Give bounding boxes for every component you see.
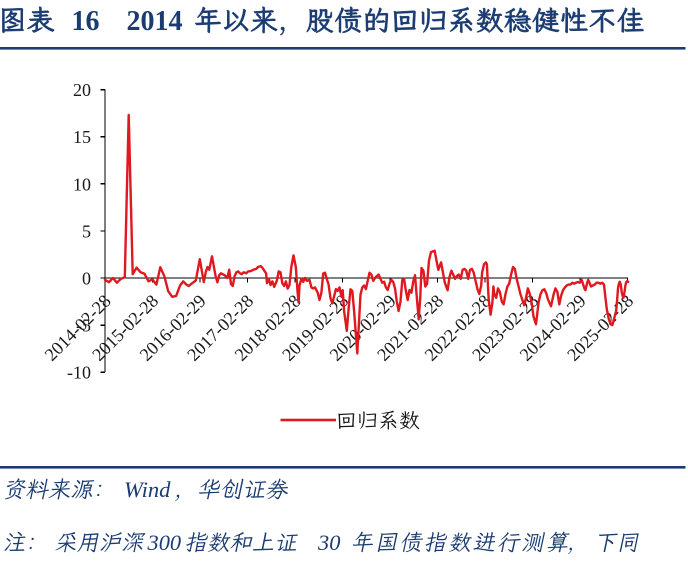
svg-text:15: 15 xyxy=(73,127,91,147)
svg-text:20: 20 xyxy=(73,80,91,100)
svg-text:-5: -5 xyxy=(76,316,91,336)
svg-text:Wind: Wind xyxy=(124,477,171,502)
svg-text:10: 10 xyxy=(73,174,91,194)
svg-text:300: 300 xyxy=(147,530,182,555)
svg-text:-10: -10 xyxy=(67,363,91,383)
svg-text:16: 16 xyxy=(72,6,100,37)
svg-text:30: 30 xyxy=(317,530,340,555)
svg-text:2014: 2014 xyxy=(127,6,183,37)
svg-text:5: 5 xyxy=(82,221,91,241)
svg-text:0: 0 xyxy=(82,269,91,289)
